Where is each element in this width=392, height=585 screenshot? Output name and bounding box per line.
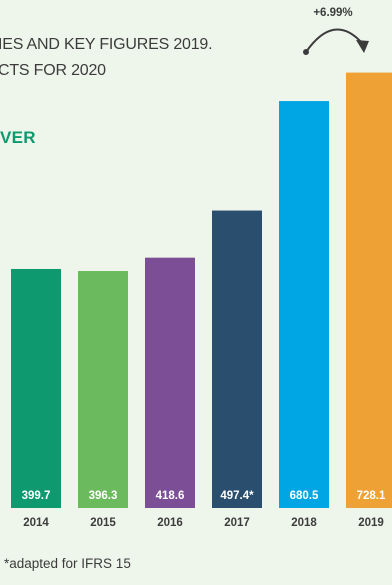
footnote: *adapted for IFRS 15 xyxy=(4,556,131,571)
x-tick-label-2019: 2019 xyxy=(358,517,384,529)
x-tick-label-2016: 2016 xyxy=(157,517,183,529)
bar-value-label-2018: 680.5 xyxy=(290,490,319,502)
growth-percentage-label: +6.99% xyxy=(313,7,353,19)
bar-value-label-2014: 399.7 xyxy=(22,490,51,502)
x-tick-label-2017: 2017 xyxy=(224,517,250,529)
bar-value-label-2019: 728.1 xyxy=(357,490,386,502)
header-title-line-2: CTS FOR 2020 xyxy=(0,62,106,79)
growth-arrow-icon xyxy=(303,28,369,55)
bar-value-label-2017: 497.4* xyxy=(220,490,254,502)
x-tick-label-2018: 2018 xyxy=(291,517,317,529)
section-label: VER xyxy=(0,128,36,147)
bar-2015 xyxy=(78,271,128,508)
bar-value-label-2016: 418.6 xyxy=(156,490,185,502)
x-tick-label-2014: 2014 xyxy=(23,517,49,529)
growth-arrow-curve xyxy=(305,28,363,53)
x-tick-label-2015: 2015 xyxy=(90,517,116,529)
growth-arrow-tail-dot xyxy=(303,49,309,55)
header-title-line-1: IES AND KEY FIGURES 2019. xyxy=(0,36,213,53)
bar-2017 xyxy=(212,210,262,508)
bar-2018 xyxy=(279,101,329,508)
bar-2014 xyxy=(11,268,61,508)
bar-2019 xyxy=(346,72,392,509)
bar-2016 xyxy=(145,257,195,508)
growth-arrow-head xyxy=(356,40,369,53)
bar-value-label-2015: 396.3 xyxy=(89,490,118,502)
